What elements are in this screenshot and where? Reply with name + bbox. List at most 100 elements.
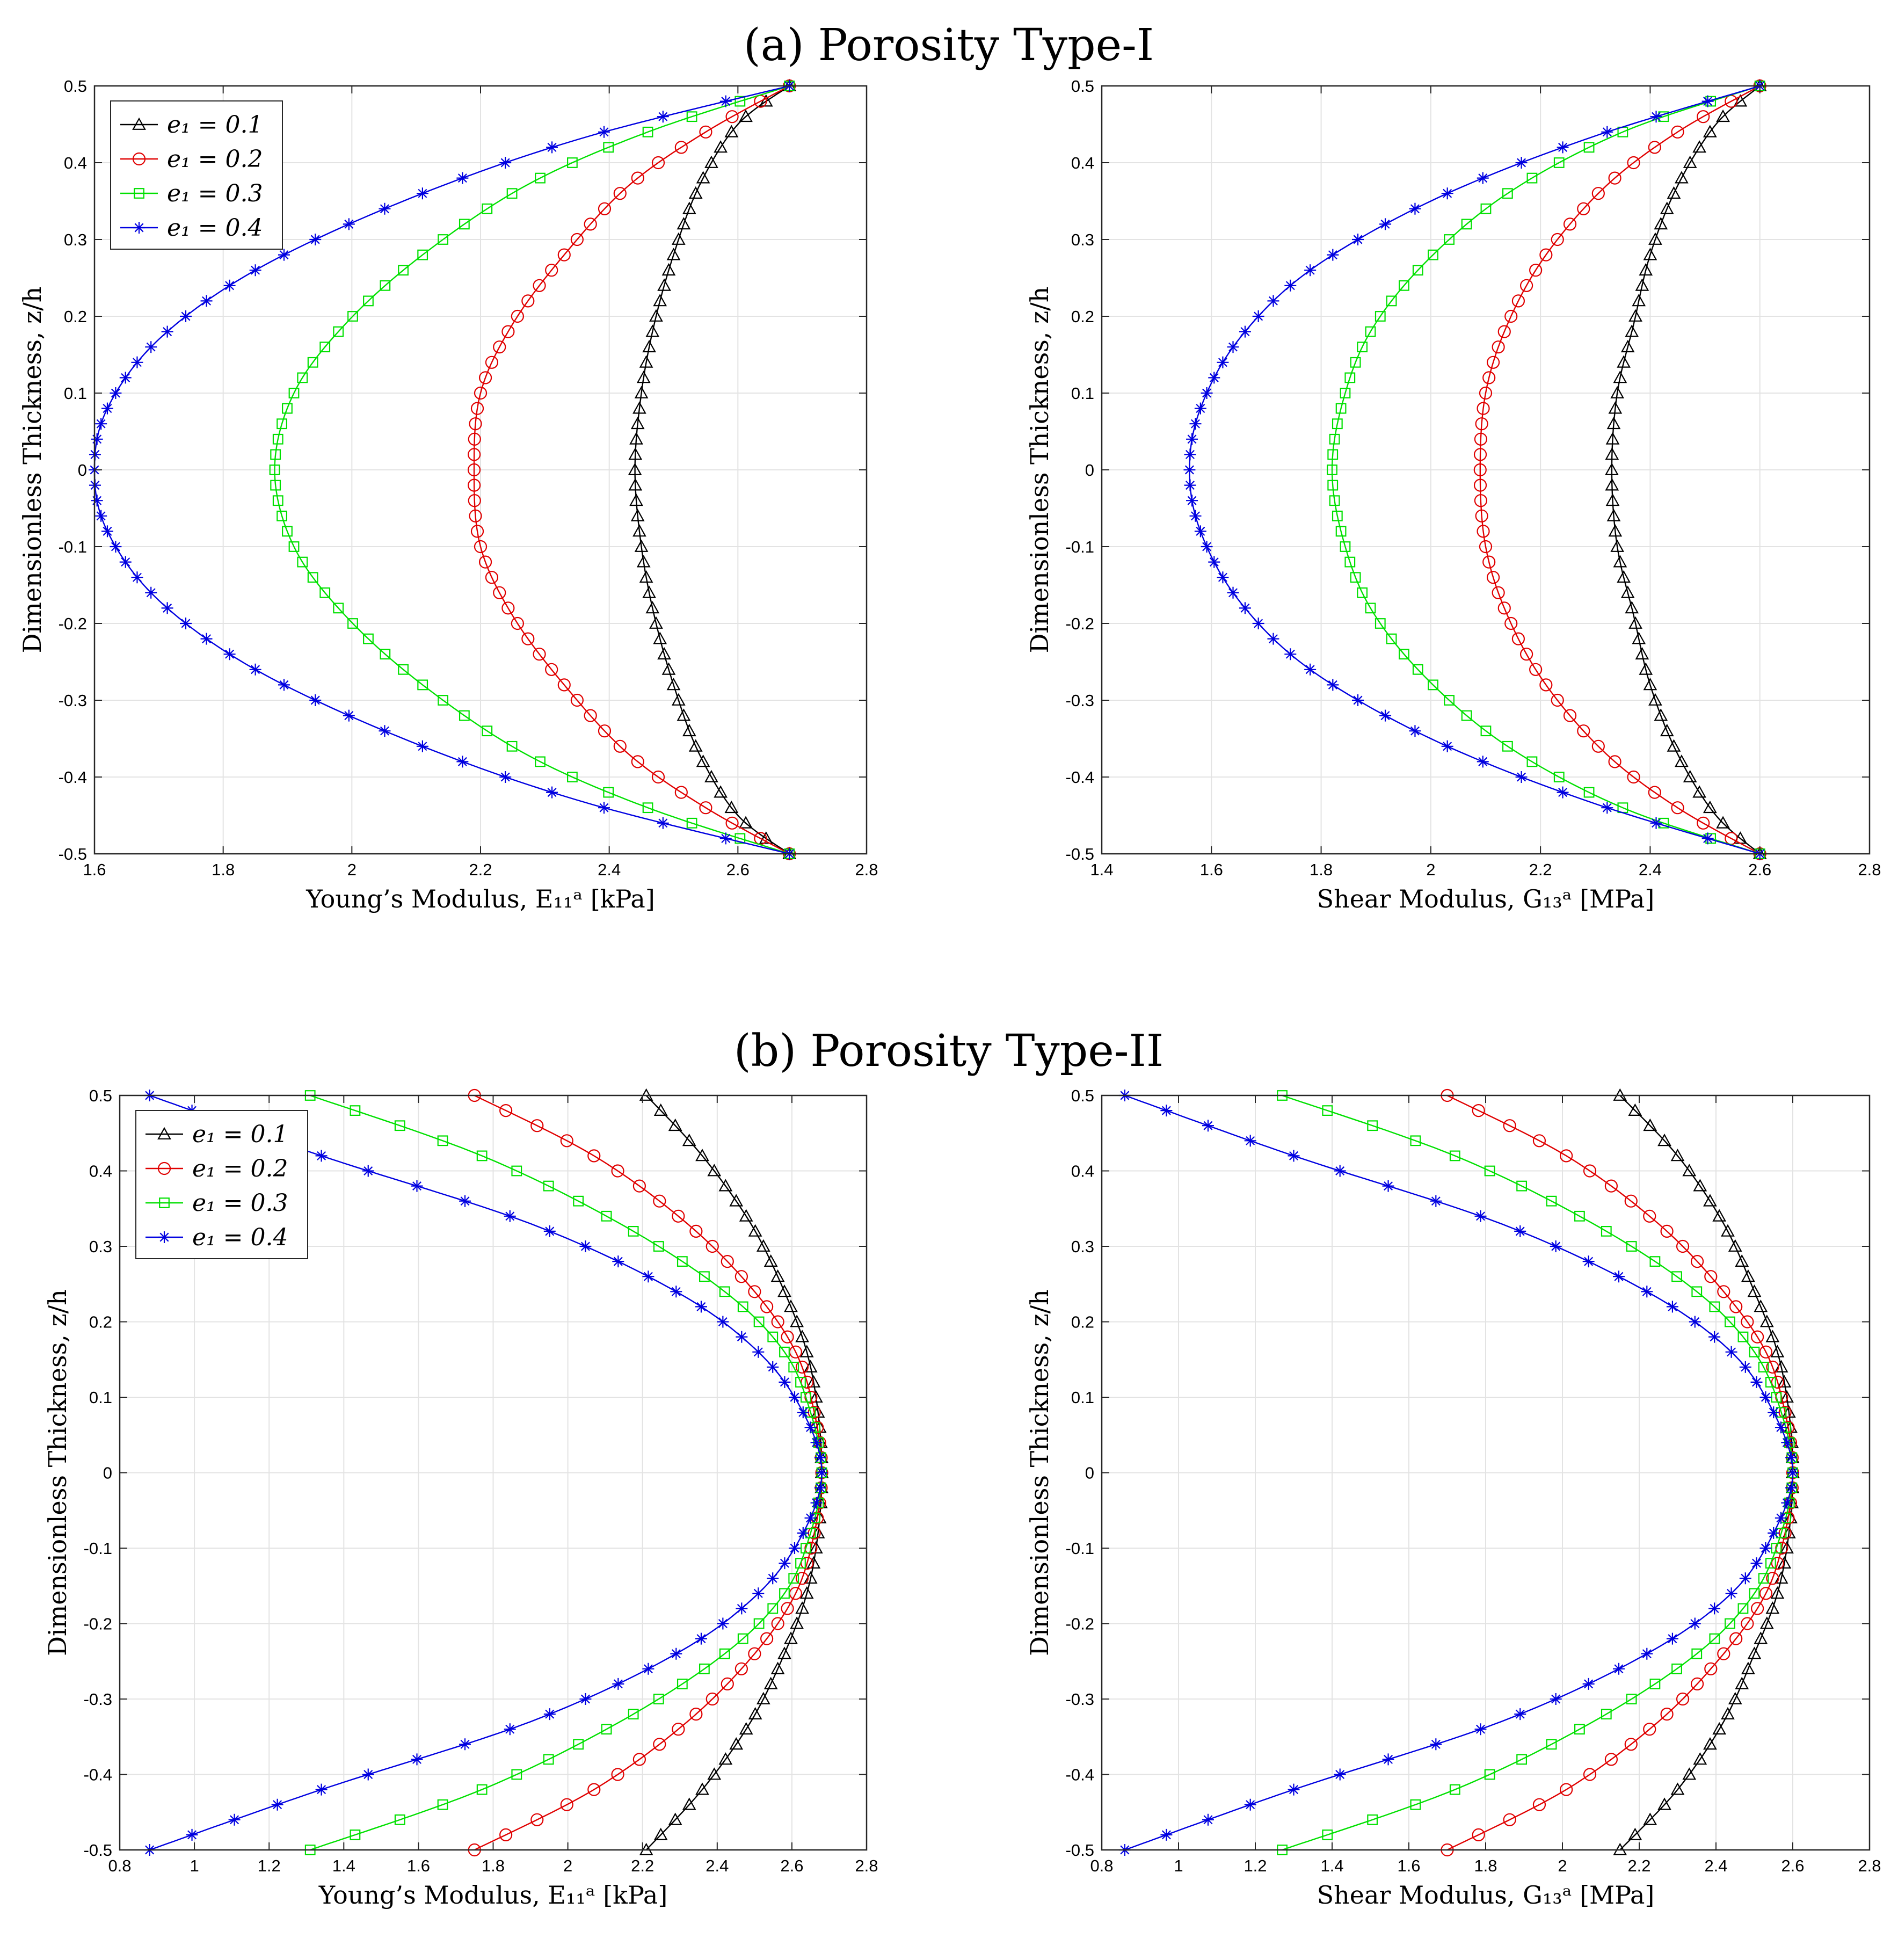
series-marker (297, 372, 308, 383)
series-marker (1649, 1256, 1661, 1267)
series-marker (714, 785, 728, 798)
x-tick-label: 2 (347, 860, 357, 879)
series-marker (482, 725, 493, 737)
series-marker (1780, 1390, 1794, 1403)
series-marker (795, 1377, 806, 1388)
series-marker (682, 723, 696, 737)
series-marker (363, 633, 374, 644)
legend-marker (157, 1127, 171, 1139)
series-marker (649, 616, 663, 629)
series-marker (1604, 1753, 1618, 1766)
series-marker (95, 418, 107, 430)
series-marker (1484, 1165, 1495, 1177)
series-marker (1737, 1603, 1749, 1614)
series-marker (1682, 1164, 1697, 1177)
series-marker (748, 1224, 762, 1237)
series-marker (350, 1105, 361, 1116)
series-marker (363, 295, 374, 307)
series-marker (699, 1663, 710, 1674)
x-tick-label: 2.4 (706, 1856, 729, 1875)
series-marker (501, 601, 515, 615)
series-marker (1553, 157, 1565, 168)
series-marker (1239, 325, 1251, 338)
series-marker (1771, 1543, 1782, 1554)
series-marker (1758, 1573, 1769, 1584)
series-marker (1754, 1631, 1768, 1644)
series-marker (1608, 524, 1623, 537)
series-marker (145, 586, 157, 599)
series-marker (1639, 662, 1653, 675)
y-tick-label: 0.1 (1071, 384, 1094, 403)
series-marker (629, 493, 643, 506)
series-marker (543, 1180, 554, 1192)
series-marker (1675, 754, 1689, 767)
series-marker (1557, 141, 1569, 154)
series-marker (799, 1345, 814, 1358)
series-marker (628, 478, 643, 491)
series-marker (1650, 111, 1662, 123)
series-marker (1532, 1798, 1546, 1811)
series-marker (1194, 402, 1206, 415)
series-marker (651, 156, 665, 170)
series-marker (1550, 1693, 1562, 1705)
legend-entry: e₁ = 0.3 (192, 1189, 288, 1217)
y-tick-label: 0.3 (1071, 1237, 1094, 1256)
series-marker (1775, 1512, 1787, 1524)
series-marker (706, 1239, 719, 1253)
series-marker (456, 172, 469, 184)
x-tick-label: 2.4 (1704, 1856, 1727, 1875)
series-marker (493, 340, 506, 354)
series-marker (297, 556, 308, 568)
legend-marker (133, 222, 145, 234)
series-marker (282, 526, 293, 537)
series-marker (1676, 1239, 1690, 1253)
series-marker (350, 1830, 361, 1840)
series-marker (729, 1737, 744, 1750)
series-marker (1365, 602, 1376, 614)
series-marker (478, 371, 492, 384)
series-marker (653, 1694, 664, 1704)
series-marker (1770, 1586, 1785, 1599)
series-marker (278, 249, 290, 261)
series-marker (1625, 324, 1639, 337)
x-tick-label: 1.4 (1090, 860, 1113, 879)
series-marker (1725, 1618, 1735, 1629)
series-marker (1477, 756, 1489, 768)
series-marker (696, 171, 710, 184)
series-marker (499, 1828, 513, 1841)
series-marker (1641, 1647, 1653, 1660)
series-marker (1749, 1346, 1760, 1358)
series-marker (499, 157, 512, 169)
series-marker (695, 1632, 707, 1645)
series-marker (788, 1573, 799, 1584)
series-marker (777, 1646, 791, 1659)
series-marker (1267, 295, 1279, 307)
series-marker (474, 386, 488, 400)
series-marker (724, 125, 739, 137)
series-marker (1689, 1316, 1701, 1328)
series-marker (1410, 1135, 1421, 1146)
series-marker (1202, 1813, 1214, 1826)
series-marker (598, 202, 612, 215)
series-marker (653, 1103, 668, 1116)
series-marker (1475, 417, 1488, 431)
series-marker (729, 1194, 744, 1207)
series-marker (278, 679, 290, 691)
series-marker (1632, 294, 1646, 307)
series-marker (706, 1692, 719, 1706)
series-marker (1787, 1467, 1799, 1479)
series-marker (1482, 555, 1496, 569)
series-marker (1332, 510, 1343, 521)
series-marker (1252, 310, 1264, 322)
series-marker (612, 1255, 624, 1268)
series-marker (1781, 1436, 1793, 1449)
series-marker (1474, 1723, 1487, 1736)
series-marker (699, 125, 712, 139)
series-marker (1239, 602, 1251, 614)
series-marker (271, 1798, 283, 1811)
series-marker (459, 1738, 471, 1751)
series-marker (1768, 1406, 1780, 1419)
y-tick-label: -0.1 (59, 538, 87, 556)
y-tick-label: 0.5 (1071, 77, 1094, 96)
series-marker (1643, 678, 1657, 691)
